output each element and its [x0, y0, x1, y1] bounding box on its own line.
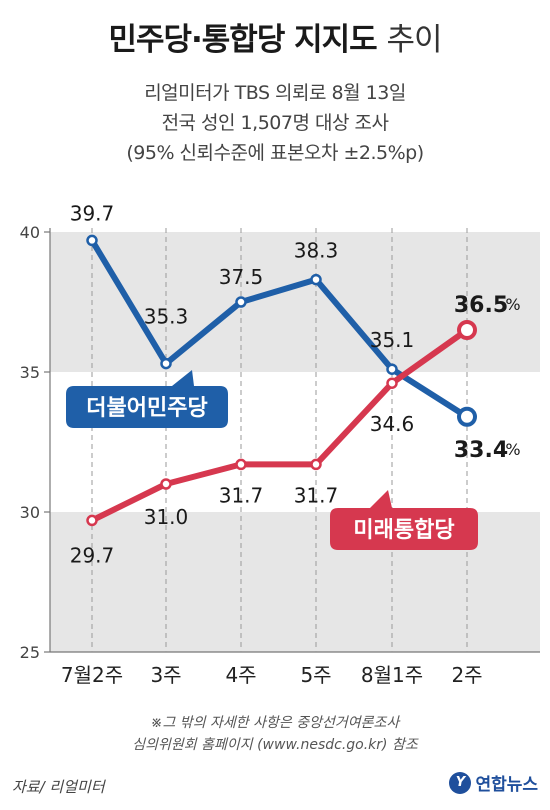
series-0-point-0	[86, 234, 98, 247]
blue-data-label-2: 37.5	[219, 265, 264, 289]
red-data-label-0: 29.7	[70, 543, 115, 567]
logo-text: 연합뉴스	[475, 775, 538, 795]
source-label: 자료/ 리얼미터	[12, 778, 105, 796]
blue-data-label-4: 35.1	[370, 328, 415, 352]
title-light: 추이	[386, 22, 443, 58]
series-1-point-5	[457, 320, 477, 340]
series-line-1	[89, 327, 470, 524]
x-tick-label-5: 2주	[451, 663, 482, 687]
series-0-point-4	[386, 363, 398, 375]
y-tick-label-35: 35	[20, 363, 40, 382]
x-tick-label-1: 3주	[150, 663, 181, 687]
blue-data-label-5: 33.4	[454, 438, 508, 463]
y-tick-label-40: 40	[20, 223, 40, 242]
red-data-label-1: 31.0	[144, 505, 189, 529]
legend-united-future-label: 미래통합당	[353, 517, 454, 543]
blue-data-label-3: 38.3	[294, 239, 339, 263]
y-tick-label-30: 30	[20, 503, 40, 522]
subtitle-line-2: 전국 성인 1,507명 대상 조사	[161, 112, 389, 134]
series-1-point-3	[310, 458, 322, 471]
x-tick-label-3: 5주	[300, 663, 331, 687]
red-unit-label: %	[505, 295, 520, 314]
series-1-point-0	[86, 514, 98, 527]
series-0-point-3	[310, 273, 322, 286]
series-1-point-4	[386, 377, 398, 389]
red-data-label-3: 31.7	[294, 483, 339, 507]
line-chart: 25 30 35 40 7월2주 3주 4주 5주 8월1주 2주 39.7 35.3 37.5 38.3…	[20, 201, 540, 687]
series-0-point-2	[235, 296, 247, 308]
title-main: 민주당·통합당 지지도	[108, 22, 377, 58]
series-1-point-1	[160, 478, 172, 490]
red-data-label-2: 31.7	[219, 483, 264, 507]
legend-united-future-box	[330, 490, 478, 550]
blue-data-label-1: 35.3	[144, 305, 189, 329]
subtitle-line-3: (95% 신뢰수준에 표본오차 ±2.5%p)	[126, 142, 424, 164]
x-tick-label-0: 7월2주	[61, 663, 123, 687]
x-tick-label-2: 4주	[225, 663, 256, 687]
series-1-point-2	[235, 458, 247, 471]
red-data-label-5: 36.5	[454, 293, 508, 318]
subtitle-line-1: 리얼미터가 TBS 의뢰로 8월 13일	[144, 82, 406, 104]
page-title: 민주당·통합당 지지도 추이	[0, 14, 550, 59]
legend-democratic-box	[66, 370, 228, 428]
logo-icon: Y	[449, 771, 472, 794]
red-data-label-4: 34.6	[370, 412, 415, 436]
blue-data-label-0: 39.7	[70, 201, 115, 225]
footnote-line-1: ※그 밖의 자세한 사항은 중앙선거여론조사	[150, 715, 400, 731]
series-0-point-1	[160, 357, 172, 370]
series-0-point-5	[457, 406, 477, 427]
y-tick-label-25: 25	[20, 643, 40, 662]
footnote-line-2: 심의위원회 홈페이지 (www.nesdc.go.kr) 참조	[132, 737, 418, 753]
publisher-logo: Y 연합뉴스	[449, 770, 538, 795]
x-tick-label-4: 8월1주	[361, 663, 423, 687]
blue-unit-label: %	[505, 440, 520, 459]
legend-democratic-label: 더불어민주당	[86, 396, 207, 421]
